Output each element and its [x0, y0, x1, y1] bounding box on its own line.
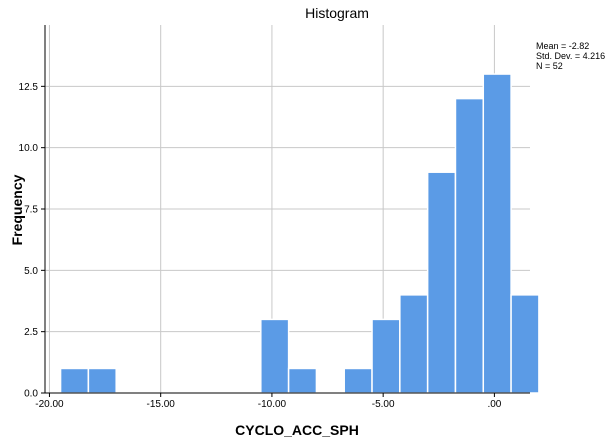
histogram-bar	[371, 318, 401, 394]
y-tick-label: 0.0	[24, 389, 38, 400]
chart-title: Histogram	[305, 5, 369, 21]
histogram-bar	[510, 294, 540, 394]
y-tick-label: 5.0	[24, 266, 38, 277]
y-tick-label: 7.5	[24, 205, 38, 216]
y-tick-label: 10.0	[19, 143, 39, 154]
histogram-bar	[59, 367, 90, 394]
histogram-bar	[343, 367, 373, 394]
stats-std-dev: Std. Dev. = 4.216	[536, 51, 605, 61]
stats-box: Mean = -2.82 Std. Dev. = 4.216 N = 52	[536, 41, 605, 71]
x-tick-label: -10.00	[258, 399, 287, 410]
y-tick-label: 12.5	[19, 82, 39, 93]
histogram-bar	[260, 318, 290, 394]
x-tick-label: -20.00	[35, 399, 64, 410]
x-tick-label: -5.00	[372, 399, 395, 410]
bars-layer	[59, 73, 540, 394]
histogram-bar	[399, 294, 429, 394]
histogram-bar	[426, 171, 457, 394]
histogram-bar	[87, 367, 117, 394]
x-axis-title: CYCLO_ACC_SPH	[235, 422, 359, 438]
y-axis-title: Frequency	[9, 174, 25, 245]
axis-layer: 0.0 2.5 5.0 7.5 10.0 12.5 -20.00 -15.00 -10.00 -5…	[19, 25, 530, 410]
y-tick-label: 2.5	[24, 327, 38, 338]
stats-n: N = 52	[536, 61, 563, 71]
histogram-bar	[482, 73, 512, 394]
histogram-bar	[287, 367, 318, 394]
histogram-bar	[454, 97, 485, 394]
x-tick-label: .00	[487, 399, 501, 410]
stats-mean: Mean = -2.82	[536, 41, 589, 51]
x-tick-label: -15.00	[147, 399, 176, 410]
